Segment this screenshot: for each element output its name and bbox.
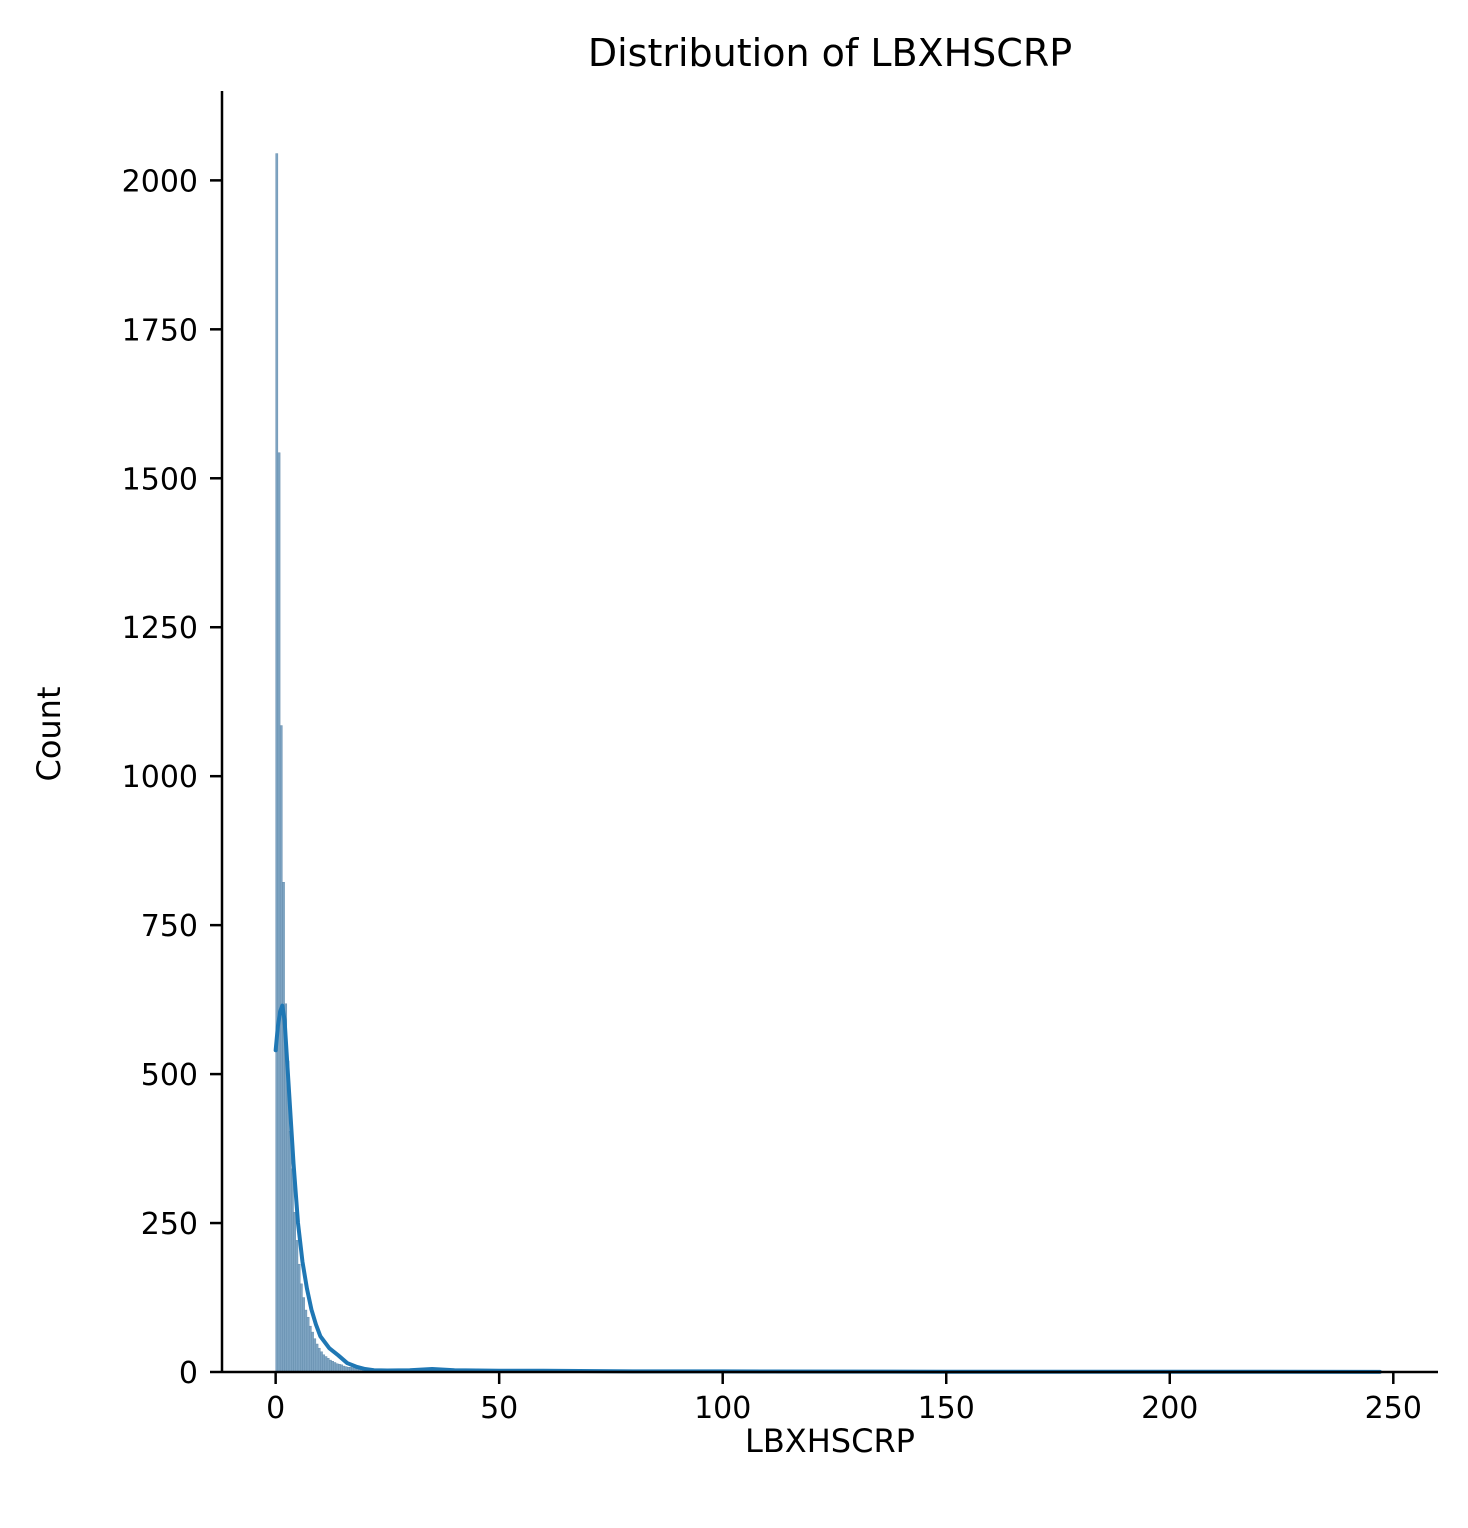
y-tick-label: 2000 bbox=[122, 164, 198, 199]
histogram-bars bbox=[275, 153, 366, 1373]
histogram-bar bbox=[293, 1212, 296, 1373]
histogram-bar bbox=[311, 1331, 314, 1373]
histogram-bar bbox=[320, 1351, 323, 1373]
y-axis-ticks: 0 250 500 750 1000 1250 1500 1750 2000 bbox=[122, 164, 222, 1391]
x-tick-label: 0 bbox=[266, 1391, 285, 1426]
histogram-bar bbox=[335, 1363, 339, 1373]
axes bbox=[220, 91, 1438, 1374]
x-tick-label: 100 bbox=[694, 1391, 751, 1426]
histogram-bar bbox=[333, 1362, 337, 1373]
histogram-bar bbox=[324, 1356, 328, 1373]
histogram-bar bbox=[313, 1338, 317, 1373]
histogram-bar bbox=[308, 1325, 312, 1373]
y-tick-label: 1750 bbox=[122, 313, 198, 348]
histogram-bar bbox=[295, 1240, 299, 1373]
histogram-bar bbox=[304, 1309, 308, 1373]
histogram-bar bbox=[317, 1347, 321, 1373]
histogram-bar bbox=[302, 1297, 305, 1373]
histogram-bar bbox=[315, 1343, 319, 1373]
x-axis-ticks: 0 50 100 150 200 250 bbox=[266, 1372, 1422, 1426]
y-tick-label: 1250 bbox=[122, 611, 198, 646]
histogram-bar bbox=[288, 1131, 292, 1373]
x-tick-label: 250 bbox=[1365, 1391, 1422, 1426]
histogram-bar bbox=[282, 882, 285, 1373]
histogram-bar bbox=[326, 1358, 330, 1373]
chart-title: Distribution of LBXHSCRP bbox=[588, 31, 1072, 75]
y-tick-label: 250 bbox=[141, 1207, 198, 1242]
histogram-bar bbox=[279, 725, 283, 1373]
histogram-bar bbox=[322, 1354, 326, 1373]
x-axis-title: LBXHSCRP bbox=[745, 1422, 915, 1460]
histogram-bar bbox=[329, 1359, 332, 1373]
x-tick-label: 50 bbox=[480, 1391, 518, 1426]
y-tick-label: 500 bbox=[141, 1058, 198, 1093]
histogram-bar bbox=[331, 1361, 334, 1373]
histogram-bar bbox=[297, 1263, 301, 1373]
y-tick-label: 1000 bbox=[122, 760, 198, 795]
y-axis-title: Count bbox=[30, 686, 68, 781]
x-tick-label: 200 bbox=[1141, 1391, 1198, 1426]
y-tick-label: 1500 bbox=[122, 462, 198, 497]
y-tick-label: 0 bbox=[179, 1356, 198, 1391]
histogram-bar bbox=[306, 1316, 310, 1373]
histogram-bar bbox=[300, 1283, 303, 1373]
kde-curve bbox=[273, 1003, 1382, 1374]
histogram-bar bbox=[291, 1168, 294, 1373]
histogram-bar bbox=[277, 452, 281, 1373]
histogram-bar bbox=[275, 153, 279, 1373]
x-tick-label: 150 bbox=[918, 1391, 975, 1426]
y-tick-label: 750 bbox=[141, 909, 198, 944]
